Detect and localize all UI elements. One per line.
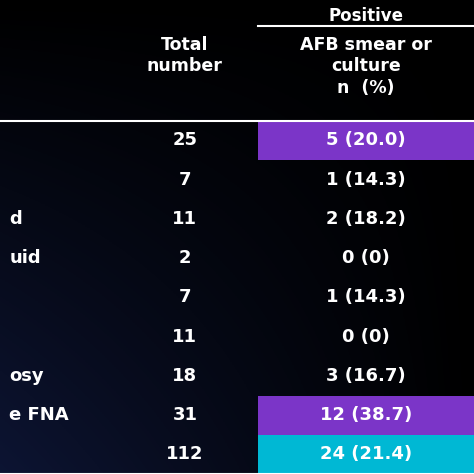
Text: e FNA: e FNA xyxy=(9,406,69,424)
Text: 5 (20.0): 5 (20.0) xyxy=(327,131,406,149)
Text: 0 (0): 0 (0) xyxy=(342,328,390,346)
Text: 3 (16.7): 3 (16.7) xyxy=(327,367,406,385)
Text: 31: 31 xyxy=(173,406,197,424)
Text: 0 (0): 0 (0) xyxy=(342,249,390,267)
Text: AFB smear or
culture
n  (%): AFB smear or culture n (%) xyxy=(300,36,432,97)
Text: 12 (38.7): 12 (38.7) xyxy=(320,406,412,424)
Text: uid: uid xyxy=(9,249,41,267)
Text: 2 (18.2): 2 (18.2) xyxy=(326,210,406,228)
Text: 11: 11 xyxy=(173,210,197,228)
Text: osy: osy xyxy=(9,367,44,385)
Text: 18: 18 xyxy=(172,367,198,385)
Text: 11: 11 xyxy=(173,328,197,346)
Text: d: d xyxy=(9,210,22,228)
Text: 1 (14.3): 1 (14.3) xyxy=(327,171,406,189)
Bar xyxy=(258,435,474,474)
Text: 2: 2 xyxy=(179,249,191,267)
Text: 24 (21.4): 24 (21.4) xyxy=(320,446,412,464)
Text: 7: 7 xyxy=(179,289,191,306)
Text: 7: 7 xyxy=(179,171,191,189)
Text: Total
number: Total number xyxy=(147,36,223,75)
Bar xyxy=(258,395,474,435)
Text: Positive: Positive xyxy=(328,7,404,25)
Text: 25: 25 xyxy=(173,131,197,149)
Text: 112: 112 xyxy=(166,446,204,464)
Bar xyxy=(258,121,474,160)
Text: 1 (14.3): 1 (14.3) xyxy=(327,289,406,306)
